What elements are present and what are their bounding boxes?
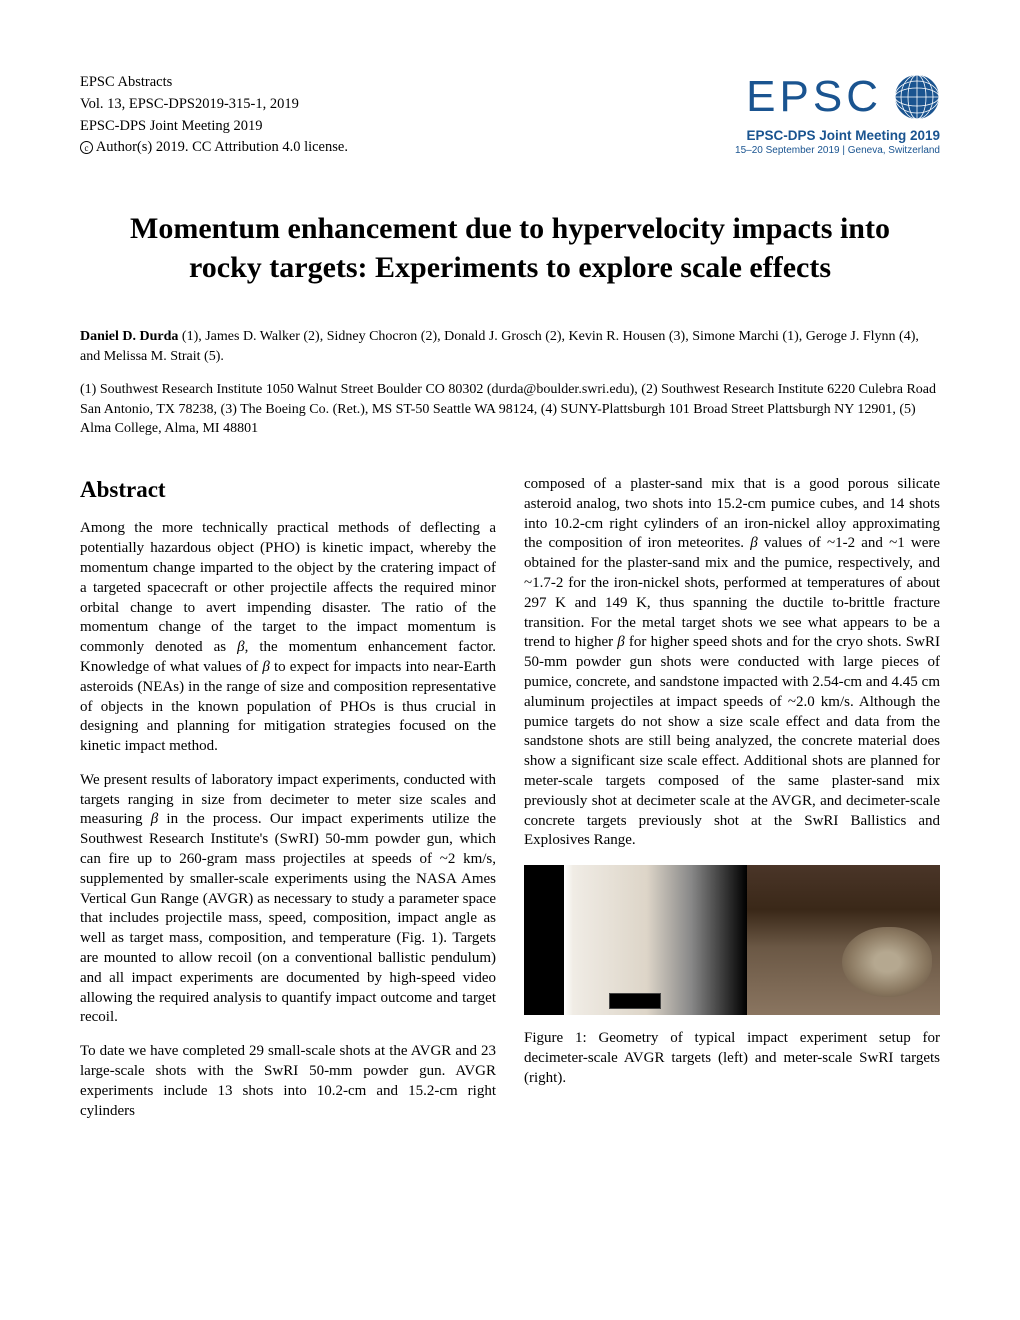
header-right-block: EPSC EPSC-DPS Joint Meeting 2019 15–20 S… <box>735 72 940 156</box>
copyright-line: c Author(s) 2019. CC Attribution 4.0 lic… <box>80 137 348 159</box>
logo-row: EPSC <box>735 72 940 122</box>
volume-line: Vol. 13, EPSC-DPS2019-315-1, 2019 <box>80 94 348 116</box>
beta-symbol: β <box>237 639 244 655</box>
left-column: Abstract Among the more technically prac… <box>80 475 496 1135</box>
header-left-block: EPSC Abstracts Vol. 13, EPSC-DPS2019-315… <box>80 72 348 159</box>
globe-icon <box>894 74 940 120</box>
meeting-line: EPSC-DPS Joint Meeting 2019 <box>80 116 348 138</box>
abstract-para-1: Among the more technically practical met… <box>80 519 496 757</box>
copyright-text: Author(s) 2019. CC Attribution 4.0 licen… <box>96 139 348 155</box>
beta-symbol: β <box>262 659 269 675</box>
lead-author: Daniel D. Durda <box>80 329 178 344</box>
two-column-body: Abstract Among the more technically prac… <box>80 475 940 1135</box>
abstract-para-2: We present results of laboratory impact … <box>80 771 496 1028</box>
beta-symbol: β <box>617 634 624 650</box>
coauthors: (1), James D. Walker (2), Sidney Chocron… <box>80 329 919 364</box>
beta-symbol: β <box>750 535 757 551</box>
abstract-heading: Abstract <box>80 475 496 505</box>
header-row: EPSC Abstracts Vol. 13, EPSC-DPS2019-315… <box>80 72 940 159</box>
abstract-para-4: composed of a plaster-sand mix that is a… <box>524 475 940 851</box>
figure-1-left-panel <box>524 865 747 1015</box>
figure-1-caption: Figure 1: Geometry of typical impact exp… <box>524 1029 940 1088</box>
abstract-para-3: To date we have completed 29 small-scale… <box>80 1042 496 1121</box>
authors-line: Daniel D. Durda (1), James D. Walker (2)… <box>80 327 940 366</box>
affiliations: (1) Southwest Research Institute 1050 Wa… <box>80 380 940 439</box>
right-column: composed of a plaster-sand mix that is a… <box>524 475 940 1135</box>
epsc-logo-text: EPSC <box>746 72 882 122</box>
joint-meeting-text: EPSC-DPS Joint Meeting 2019 <box>735 128 940 143</box>
figure-1-image <box>524 865 940 1015</box>
figure-1-right-panel <box>747 865 940 1015</box>
meeting-dates: 15–20 September 2019 | Geneva, Switzerla… <box>735 145 940 156</box>
abstracts-line: EPSC Abstracts <box>80 72 348 94</box>
copyright-icon: c <box>80 141 93 154</box>
paper-title: Momentum enhancement due to hypervelocit… <box>80 209 940 287</box>
